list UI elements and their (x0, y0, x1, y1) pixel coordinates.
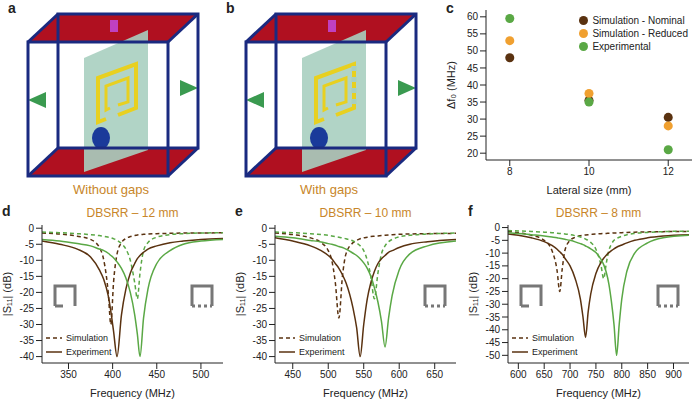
html-text:Experimental: Experimental (592, 41, 651, 52)
svg-text:-30: -30 (486, 299, 501, 310)
html-text:f: f (468, 203, 473, 219)
svg-text:-5: -5 (258, 239, 267, 250)
html-text:|S₁₁| (dB): |S₁₁| (dB) (1, 271, 13, 317)
svg-text:12: 12 (663, 166, 675, 177)
svg-text:-45: -45 (486, 337, 501, 348)
html-text:d: d (2, 203, 11, 219)
html-text:Simulation: Simulation (299, 333, 341, 343)
svg-text:8: 8 (507, 166, 513, 177)
svg-text:0: 0 (28, 223, 34, 234)
svg-text:450: 450 (284, 369, 301, 380)
svg-text:-35: -35 (20, 335, 35, 346)
html-text:DBSRR – 8 mm: DBSRR – 8 mm (555, 206, 642, 220)
svg-text:500: 500 (193, 369, 210, 380)
svg-text:650: 650 (536, 369, 553, 380)
html-text:Simulation: Simulation (532, 333, 574, 343)
html-text:DBSRR – 12 mm: DBSRR – 12 mm (86, 206, 179, 220)
svg-text:35: 35 (467, 97, 479, 108)
svg-text:-40: -40 (20, 351, 35, 362)
svg-text:650: 650 (426, 369, 443, 380)
svg-text:-35: -35 (253, 335, 268, 346)
svg-text:-40: -40 (486, 324, 501, 335)
svg-text:550: 550 (355, 369, 372, 380)
svg-text:900: 900 (665, 369, 682, 380)
html-text:Without gaps: Without gaps (73, 182, 149, 197)
svg-text:-20: -20 (253, 287, 268, 298)
svg-text:-25: -25 (253, 303, 268, 314)
svg-text:850: 850 (639, 369, 656, 380)
svg-text:-15: -15 (20, 271, 35, 282)
svg-text:-40: -40 (253, 351, 268, 362)
svg-text:-20: -20 (20, 287, 35, 298)
html-text:|S₁₁| (dB): |S₁₁| (dB) (234, 271, 246, 317)
svg-text:-30: -30 (20, 319, 35, 330)
svg-text:-10: -10 (253, 255, 268, 266)
svg-text:Frequency (MHz): Frequency (MHz) (556, 387, 641, 399)
html-text:With gaps: With gaps (300, 182, 358, 197)
svg-text:400: 400 (104, 369, 121, 380)
html-text:Simulation: Simulation (66, 333, 108, 343)
svg-text:500: 500 (320, 369, 337, 380)
svg-text:40: 40 (467, 80, 479, 91)
svg-text:Frequency (MHz): Frequency (MHz) (323, 387, 408, 399)
svg-text:-25: -25 (20, 303, 35, 314)
svg-text:20: 20 (467, 148, 479, 159)
svg-text:55: 55 (467, 28, 479, 39)
svg-text:0: 0 (494, 222, 500, 233)
html-text:b: b (226, 0, 235, 16)
svg-text:50: 50 (467, 45, 479, 56)
svg-text:-20: -20 (486, 273, 501, 284)
svg-text:-50: -50 (486, 350, 501, 361)
svg-text:450: 450 (148, 369, 165, 380)
svg-text:45: 45 (467, 63, 479, 74)
svg-text:10: 10 (583, 166, 595, 177)
svg-text:-25: -25 (486, 286, 501, 297)
svg-text:-5: -5 (491, 235, 500, 246)
html-text:Δf₀ (MHz): Δf₀ (MHz) (445, 61, 457, 109)
html-text:|S₁₁| (dB): |S₁₁| (dB) (467, 271, 479, 317)
svg-text:700: 700 (562, 369, 579, 380)
html-text:c: c (446, 0, 454, 16)
svg-text:30: 30 (467, 114, 479, 125)
svg-text:-10: -10 (20, 255, 35, 266)
svg-text:750: 750 (588, 369, 605, 380)
svg-text:0: 0 (261, 223, 267, 234)
html-text:e: e (235, 203, 243, 219)
html-text:Experiment: Experiment (532, 347, 578, 357)
svg-text:-35: -35 (486, 312, 501, 323)
svg-text:-10: -10 (486, 248, 501, 259)
svg-text:25: 25 (467, 131, 479, 142)
svg-text:600: 600 (391, 369, 408, 380)
html-text:DBSRR – 10 mm: DBSRR – 10 mm (319, 206, 412, 220)
svg-text:-5: -5 (25, 239, 34, 250)
svg-text:-15: -15 (253, 271, 268, 282)
svg-text:60: 60 (467, 11, 479, 22)
html-text:a: a (8, 0, 16, 16)
svg-text:Lateral size (mm): Lateral size (mm) (547, 184, 632, 196)
html-text:Experiment: Experiment (299, 347, 345, 357)
html-text:Simulation - Reduced: Simulation - Reduced (592, 28, 688, 39)
svg-text:Frequency (MHz): Frequency (MHz) (90, 387, 175, 399)
svg-text:350: 350 (60, 369, 77, 380)
svg-text:-15: -15 (486, 260, 501, 271)
html-text:Simulation - Nominal: Simulation - Nominal (592, 15, 685, 26)
svg-text:-30: -30 (253, 319, 268, 330)
html-text:Experiment: Experiment (66, 347, 112, 357)
svg-text:800: 800 (613, 369, 630, 380)
svg-text:600: 600 (510, 369, 527, 380)
